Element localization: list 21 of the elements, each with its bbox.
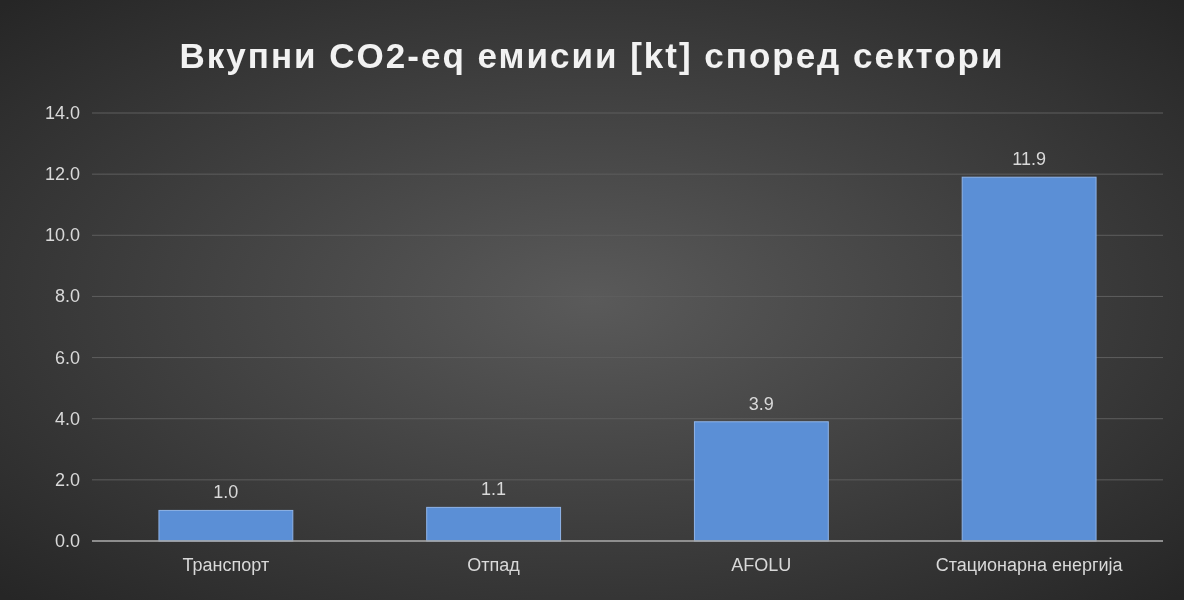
- y-tick-label: 6.0: [54, 347, 80, 368]
- x-tick-label: Отпад: [467, 555, 521, 575]
- y-tick-label: 0.0: [54, 531, 80, 551]
- bar: [158, 509, 294, 542]
- data-label: 3.9: [748, 393, 774, 414]
- data-label: 1.0: [213, 482, 239, 503]
- bar: [426, 506, 562, 542]
- data-label: 11.9: [1012, 149, 1046, 170]
- y-tick-label: 8.0: [54, 286, 80, 307]
- y-tick-label: 2.0: [54, 469, 80, 490]
- y-tick-label: 12.0: [44, 164, 80, 185]
- chart-title: Вкупни CO2-eq емисии [kt] според сектори: [179, 36, 1005, 75]
- x-tick-label: AFOLU: [731, 555, 792, 575]
- data-label: 1.1: [481, 479, 507, 500]
- y-tick-label: 4.0: [54, 408, 80, 429]
- y-tick-label: 10.0: [44, 225, 80, 246]
- x-tick-label: Транспорт: [182, 555, 270, 575]
- bar: [693, 421, 829, 542]
- bar: [961, 176, 1097, 542]
- x-tick-label: Стационарна енергија: [935, 555, 1124, 575]
- y-tick-label: 14.0: [44, 103, 80, 123]
